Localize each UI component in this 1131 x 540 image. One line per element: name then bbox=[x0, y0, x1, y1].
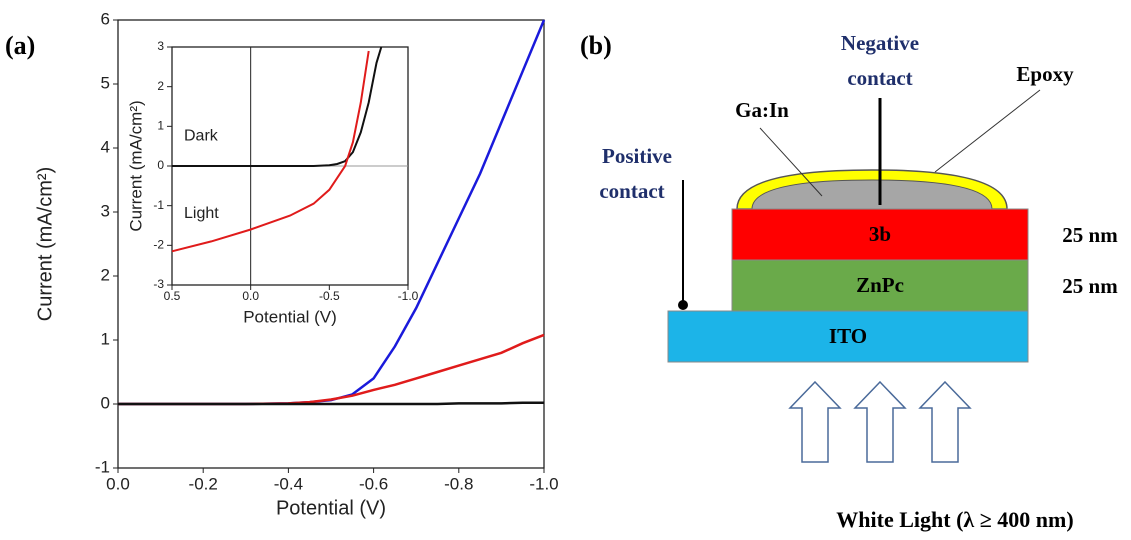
x-axis-title: Potential (V) bbox=[243, 307, 337, 326]
x-axis-title: Potential (V) bbox=[276, 497, 386, 519]
y-tick-label: -1 bbox=[153, 198, 164, 212]
annotation: Light bbox=[184, 205, 219, 222]
y-tick-label: -2 bbox=[153, 238, 164, 252]
x-tick-label: 0.0 bbox=[106, 474, 130, 493]
series-line bbox=[118, 335, 544, 404]
contact-dot bbox=[678, 300, 688, 310]
x-tick-label: -0.5 bbox=[319, 289, 340, 303]
x-tick-label: -1.0 bbox=[398, 289, 419, 303]
light-label: White Light (λ ≥ 400 nm) bbox=[836, 507, 1073, 532]
x-tick-label: -0.2 bbox=[189, 474, 218, 493]
y-tick-label: 3 bbox=[101, 201, 110, 220]
y-tick-label: 4 bbox=[101, 137, 110, 156]
y-tick-label: 5 bbox=[101, 73, 110, 92]
x-tick-label: -0.6 bbox=[359, 474, 388, 493]
y-tick-label: -3 bbox=[153, 277, 164, 291]
label: Ga:In bbox=[735, 98, 789, 122]
y-tick-label: 6 bbox=[101, 9, 110, 28]
label: Positive bbox=[602, 144, 672, 168]
label: contact bbox=[847, 66, 912, 90]
y-tick-label: 2 bbox=[101, 265, 110, 284]
x-tick-label: -0.8 bbox=[444, 474, 473, 493]
device-diagram: Negative contact Positive contact Ga:In … bbox=[599, 31, 1118, 532]
thickness: 25 nm bbox=[1062, 274, 1118, 298]
x-tick-label: 0.5 bbox=[164, 289, 181, 303]
thickness: 25 nm bbox=[1062, 223, 1118, 247]
y-tick-label: 1 bbox=[157, 119, 164, 133]
y-tick-label: 2 bbox=[157, 79, 164, 93]
y-tick-label: 0 bbox=[101, 393, 110, 412]
label: Negative bbox=[841, 31, 919, 55]
panel-label: (a) bbox=[5, 31, 35, 60]
layer-label: ITO bbox=[829, 324, 867, 348]
pointer bbox=[935, 90, 1040, 172]
layer-label: 3b bbox=[869, 222, 891, 246]
y-axis-title: Current (mA/cm²) bbox=[34, 167, 56, 321]
y-tick-label: 1 bbox=[101, 329, 110, 348]
y-tick-label: 3 bbox=[157, 39, 164, 53]
x-tick-label: -0.4 bbox=[274, 474, 303, 493]
label: Epoxy bbox=[1016, 62, 1074, 86]
label: contact bbox=[599, 179, 664, 203]
y-axis-title: Current (mA/cm²) bbox=[126, 100, 145, 231]
x-tick-label: -1.0 bbox=[529, 474, 558, 493]
arrow bbox=[790, 382, 840, 462]
figure: (a) (b) Negative contact Positive contac… bbox=[0, 0, 1131, 535]
layer-label: ZnPc bbox=[856, 273, 904, 297]
arrow bbox=[855, 382, 905, 462]
y-tick-label: -1 bbox=[95, 457, 110, 476]
annotation: Dark bbox=[184, 127, 219, 144]
x-tick-label: 0.0 bbox=[242, 289, 259, 303]
panel-label: (b) bbox=[580, 31, 612, 60]
light-arrows bbox=[790, 382, 970, 462]
arrow bbox=[920, 382, 970, 462]
y-tick-label: 0 bbox=[157, 158, 164, 172]
series-line bbox=[118, 403, 544, 404]
